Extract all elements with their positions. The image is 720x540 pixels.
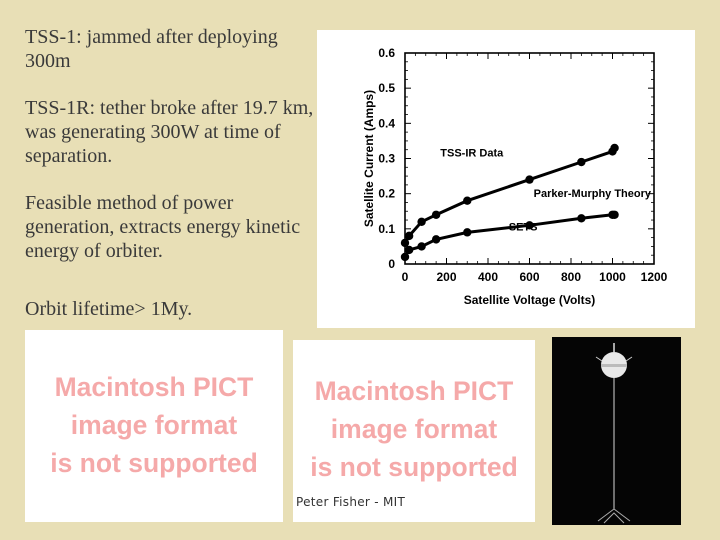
y-tick-label: 0.3 [378, 152, 395, 166]
annotation-parker-murphy: Parker-Murphy Theory [534, 188, 652, 200]
x-tick-label: 0 [402, 270, 409, 284]
x-axis-label: Satellite Voltage (Volts) [464, 293, 596, 307]
data-point [404, 245, 414, 255]
data-point [610, 210, 619, 219]
chart-svg: 0 200 400 600 800 1000 1200 0 0.1 0.2 0.3 0.4 0.5 0.6… [362, 46, 668, 307]
y-tick-label: 0 [388, 257, 395, 271]
y-tick-label: 0.4 [378, 116, 395, 130]
pict-line-2: image format [70, 410, 238, 440]
data-point [577, 157, 586, 167]
annotation-tss-ir-data: TSS-IR Data [440, 148, 504, 160]
bullet-feasible: Feasible method of power generation, ext… [25, 192, 301, 262]
y-axis-label: Satellite Current (Amps) [362, 90, 376, 227]
pict-placeholder-left: Macintosh PICT image format is not suppo… [25, 330, 283, 522]
y-tick-label: 0.1 [378, 222, 395, 236]
data-point [525, 175, 534, 184]
data-point [400, 238, 410, 248]
pict-line-3: is not supported [310, 452, 518, 482]
bullet-orbit-lifetime: Orbit lifetime> 1My. [25, 298, 193, 320]
satellite-antenna-right [625, 356, 633, 362]
y-tick-label: 0.6 [378, 46, 395, 60]
author-credit: Peter Fisher - MIT [296, 495, 406, 509]
pict-line-1: Macintosh PICT [314, 376, 514, 406]
data-point [525, 221, 534, 230]
bullet-tss1: TSS-1: jammed after deploying 300m [25, 26, 278, 72]
data-point [463, 196, 472, 205]
pict-notice-text: Macintosh PICT image format is not suppo… [25, 368, 283, 482]
tethered-satellite-photo [552, 337, 681, 525]
current-voltage-chart: 0 200 400 600 800 1000 1200 0 0.1 0.2 0.3 0.4 0.5 0.6… [317, 30, 695, 328]
pict-line-2: image format [330, 414, 498, 444]
satellite-antenna-left [595, 356, 603, 362]
pict-line-3: is not supported [50, 448, 258, 478]
data-point [431, 235, 441, 244]
pict-placeholder-right: Macintosh PICT image format is not suppo… [293, 340, 535, 522]
bullet-tss1r: TSS-1R: tether broke after 19.7 km, was … [25, 97, 314, 167]
data-point [463, 228, 472, 237]
pict-notice-text: Macintosh PICT image format is not suppo… [293, 372, 535, 486]
annotation-sets: SETS [509, 222, 538, 234]
x-tick-label: 200 [436, 270, 456, 284]
data-point [417, 217, 426, 226]
y-tick-label: 0.5 [378, 81, 395, 95]
x-tick-label: 1200 [641, 270, 668, 284]
x-tick-label: 400 [478, 270, 498, 284]
bullet-list: TSS-1: jammed after deploying 300m TSS-1… [25, 25, 315, 320]
x-tick-label: 600 [519, 270, 539, 284]
data-point [404, 231, 414, 241]
satellite-band [601, 364, 627, 367]
deployer-boom [597, 508, 631, 524]
data-point [577, 214, 586, 223]
data-point [400, 252, 410, 262]
satellite-illustration [595, 343, 633, 524]
data-point [417, 242, 426, 251]
data-point [610, 143, 619, 153]
pict-line-1: Macintosh PICT [54, 372, 254, 402]
data-point [431, 210, 441, 219]
x-tick-label: 1000 [599, 270, 626, 284]
x-tick-label: 800 [561, 270, 581, 284]
y-tick-label: 0.2 [378, 187, 395, 201]
